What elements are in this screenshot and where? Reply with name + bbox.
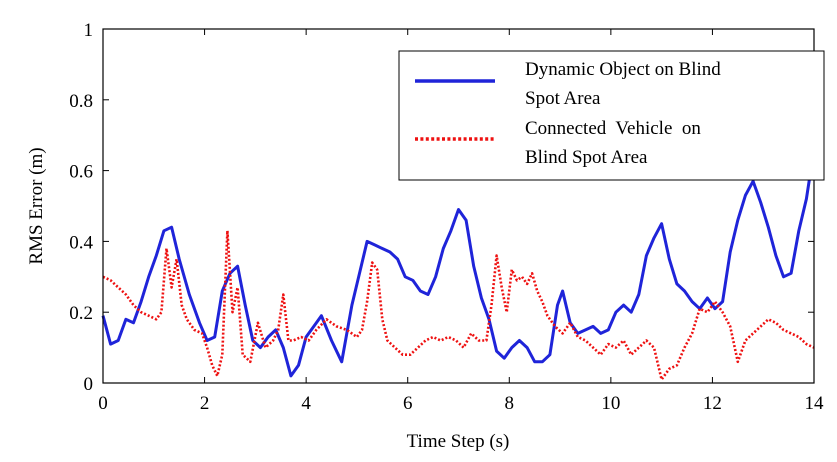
y-tick-label: 1	[84, 20, 94, 41]
y-tick-label: 0.6	[69, 162, 93, 183]
legend-label-dynamic-object-line1: Dynamic Object on Blind	[525, 59, 721, 80]
legend-box	[398, 50, 825, 181]
legend: Dynamic Object on Blind Spot Area Connec…	[398, 50, 825, 181]
x-axis-title: Time Step (s)	[407, 431, 510, 452]
x-tick-label: 12	[703, 393, 722, 414]
plot-frame	[102, 28, 815, 384]
x-tick-label: 14	[805, 393, 825, 414]
legend-label-connected-vehicle-line2: Blind Spot Area	[525, 147, 648, 168]
legend-label-connected-vehicle-line1: Connected Vehicle on	[525, 118, 701, 139]
legend-label-dynamic-object-line2: Spot Area	[525, 88, 601, 109]
series-line-connected-vehicle	[102, 229, 815, 381]
y-tick-label: 0.4	[69, 232, 93, 253]
y-tick-label: 0	[84, 374, 94, 395]
series-layer	[101, 149, 816, 381]
x-tick-label: 8	[505, 393, 515, 414]
y-tick-label: 0.2	[69, 303, 93, 324]
x-tick-label: 2	[200, 393, 210, 414]
y-axis-ticks: 0 0.2 0.4 0.6 0.8 1	[69, 20, 814, 395]
x-axis-ticks: 0 2 4 6 8 10 12 14	[98, 29, 824, 414]
x-tick-label: 10	[601, 393, 620, 414]
y-axis-title: RMS Error (m)	[26, 147, 47, 264]
x-tick-label: 4	[301, 393, 311, 414]
x-tick-label: 0	[98, 393, 108, 414]
y-tick-label: 0.8	[69, 91, 93, 112]
x-tick-label: 6	[403, 393, 413, 414]
